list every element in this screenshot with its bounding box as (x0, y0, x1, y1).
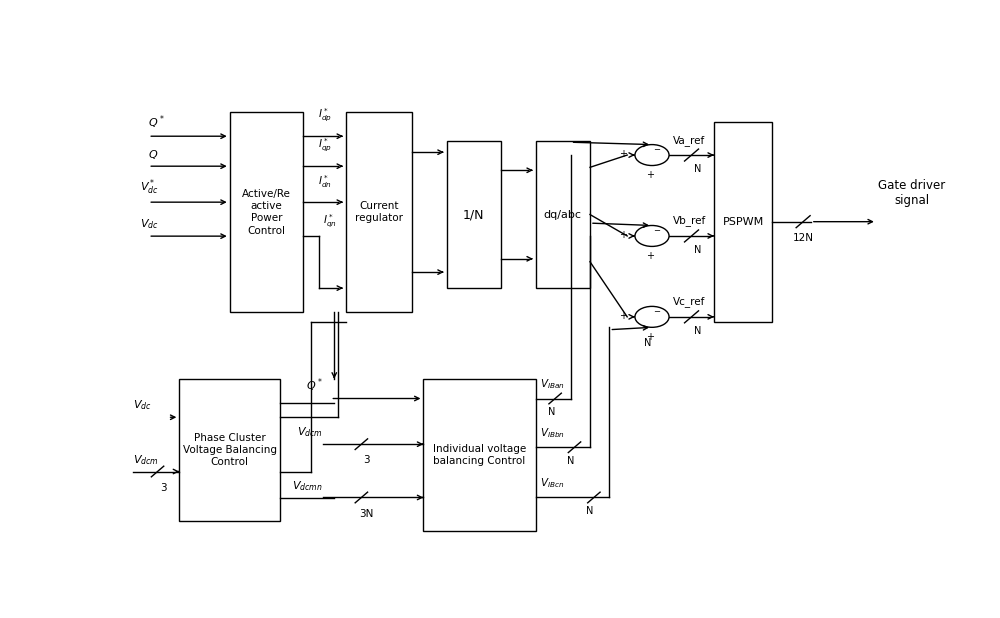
Text: $Q^*$: $Q^*$ (306, 376, 323, 394)
Text: Current
regulator: Current regulator (355, 201, 403, 223)
Text: $-$: $-$ (653, 143, 661, 152)
Text: dq/abc: dq/abc (544, 210, 582, 219)
Text: $Q^*$: $Q^*$ (148, 114, 165, 132)
Circle shape (635, 307, 669, 328)
Text: $V_{dcm}$: $V_{dcm}$ (133, 453, 159, 467)
Bar (423, 379, 536, 531)
Text: Phase Cluster
Voltage Balancing
Control: Phase Cluster Voltage Balancing Control (183, 433, 277, 467)
Text: PSPWM: PSPWM (722, 217, 764, 227)
Text: $-$: $-$ (653, 305, 661, 314)
Text: N: N (694, 164, 701, 174)
Text: Individual voltage
balancing Control: Individual voltage balancing Control (433, 444, 526, 466)
Text: +: + (646, 251, 654, 261)
Text: $Q$: $Q$ (148, 148, 159, 161)
Text: 3: 3 (363, 455, 369, 465)
Text: +: + (646, 332, 654, 342)
Text: $-$: $-$ (653, 224, 661, 233)
Text: +: + (619, 230, 627, 240)
Text: N: N (694, 326, 701, 336)
Text: $V_{dc}$: $V_{dc}$ (133, 399, 151, 412)
Text: 1/N: 1/N (463, 208, 484, 221)
Bar (536, 141, 590, 288)
Text: 3N: 3N (359, 509, 373, 519)
Circle shape (635, 226, 669, 247)
Text: N: N (548, 407, 555, 417)
Text: $V_{dc}^*$: $V_{dc}^*$ (140, 178, 159, 197)
Text: 3: 3 (160, 483, 167, 493)
Bar (714, 122, 772, 321)
Text: N: N (567, 456, 574, 466)
Text: Active/Re
active
Power
Control: Active/Re active Power Control (242, 188, 291, 235)
Text: N: N (644, 338, 652, 349)
Text: N: N (694, 245, 701, 255)
Bar (179, 379, 280, 522)
Text: Vc_ref: Vc_ref (673, 297, 705, 307)
Text: $I_{qn}^*$: $I_{qn}^*$ (323, 213, 336, 231)
Text: +: + (646, 171, 654, 180)
Text: $I_{qp}^*$: $I_{qp}^*$ (318, 137, 332, 154)
Text: +: + (619, 311, 627, 321)
Text: Gate driver
signal: Gate driver signal (878, 179, 946, 207)
Text: $I_{dp}^*$: $I_{dp}^*$ (318, 107, 332, 124)
Text: $V_{IBan}$: $V_{IBan}$ (540, 378, 564, 391)
Bar (447, 141, 501, 288)
Text: $V_{dcmn}$: $V_{dcmn}$ (292, 479, 323, 493)
Text: Vb_ref: Vb_ref (673, 216, 706, 226)
Bar (346, 112, 412, 312)
Text: N: N (586, 506, 594, 516)
Text: $I_{dn}^*$: $I_{dn}^*$ (318, 174, 331, 190)
Text: $V_{IBbn}$: $V_{IBbn}$ (540, 426, 565, 440)
Text: $V_{IBcn}$: $V_{IBcn}$ (540, 476, 564, 490)
Text: Va_ref: Va_ref (673, 135, 705, 145)
Text: +: + (619, 149, 627, 159)
Bar (230, 112, 303, 312)
Text: $V_{dc}$: $V_{dc}$ (140, 218, 159, 231)
Text: 12N: 12N (793, 233, 814, 243)
Circle shape (635, 145, 669, 166)
Text: $V_{dcm}$: $V_{dcm}$ (297, 426, 323, 439)
